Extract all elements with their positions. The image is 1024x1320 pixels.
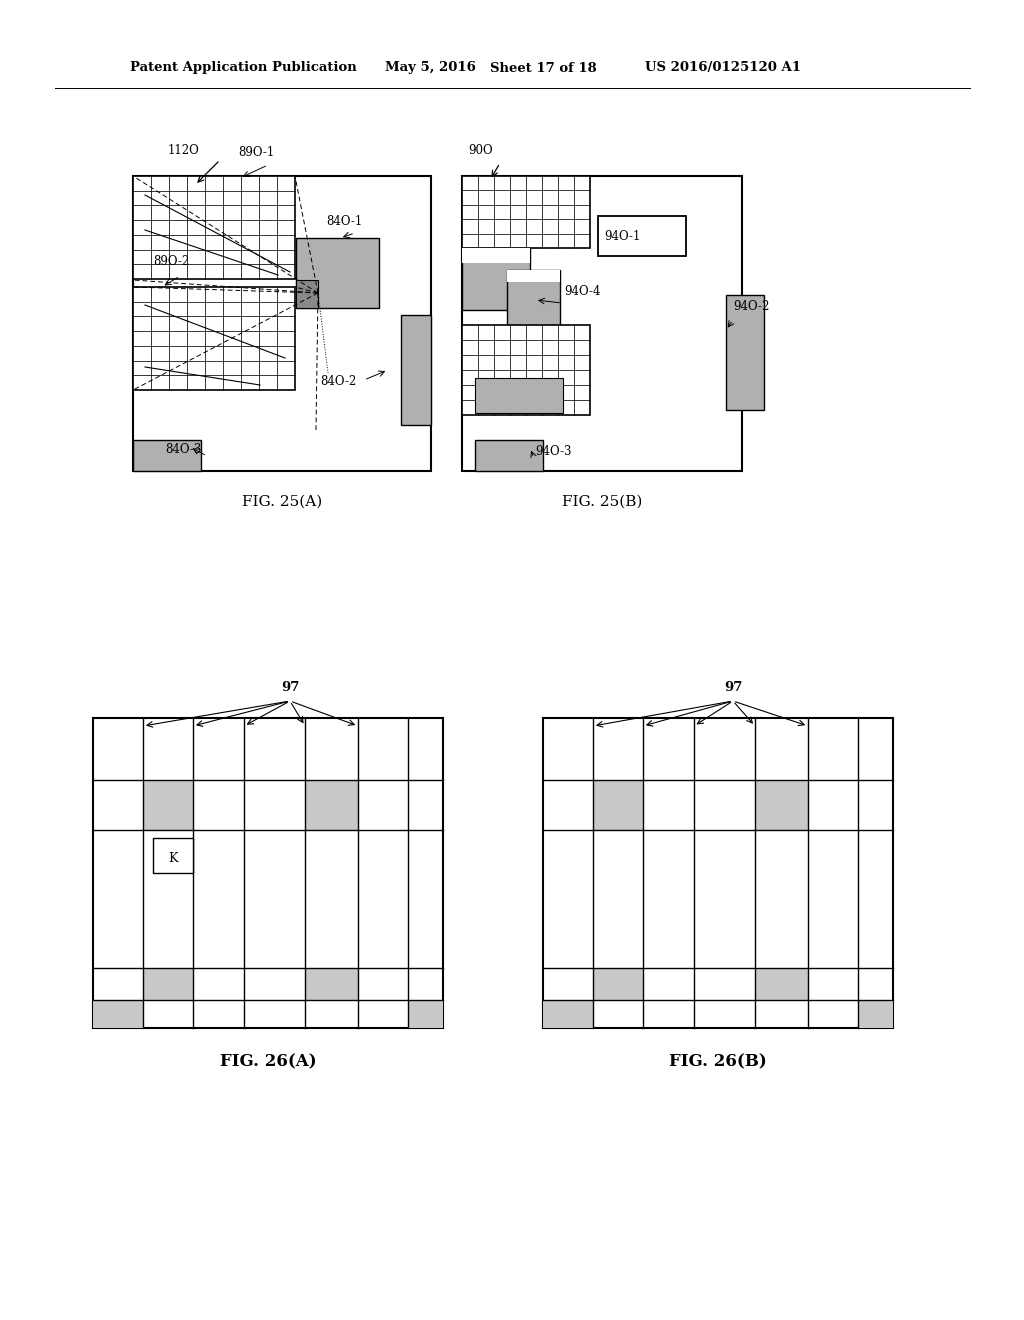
Bar (133, 440, 201, 471)
Bar (755, 968, 808, 1001)
Text: 97: 97 (281, 681, 299, 694)
Bar (475, 378, 563, 413)
Bar (143, 968, 193, 1001)
Bar (305, 968, 358, 1001)
Bar (93, 718, 443, 1028)
Bar (858, 1001, 893, 1028)
Text: 94O-4: 94O-4 (564, 285, 600, 298)
Text: 84O-2: 84O-2 (319, 375, 356, 388)
Text: 112O: 112O (168, 144, 200, 157)
Bar (543, 718, 893, 1028)
Bar (133, 176, 295, 279)
Bar (475, 440, 543, 471)
Text: 89O-2: 89O-2 (153, 255, 189, 268)
Text: May 5, 2016: May 5, 2016 (385, 62, 476, 74)
Bar (408, 1001, 443, 1028)
Bar (462, 176, 590, 248)
Text: 94O-1: 94O-1 (604, 230, 640, 243)
Text: FIG. 25(B): FIG. 25(B) (562, 495, 642, 510)
Text: US 2016/0125120 A1: US 2016/0125120 A1 (645, 62, 801, 74)
Bar (93, 1001, 143, 1028)
Bar (401, 315, 431, 425)
Text: FIG. 26(A): FIG. 26(A) (220, 1053, 316, 1071)
Text: 90O: 90O (468, 144, 493, 157)
Text: 84O-1: 84O-1 (326, 215, 362, 228)
Bar (726, 294, 764, 411)
Bar (507, 271, 560, 282)
Text: FIG. 26(B): FIG. 26(B) (669, 1053, 767, 1071)
Bar (296, 280, 318, 308)
Text: 94O-2: 94O-2 (733, 300, 769, 313)
Bar (462, 248, 530, 263)
Text: 94O-3: 94O-3 (535, 445, 571, 458)
Bar (153, 838, 193, 873)
Bar (755, 780, 808, 830)
Bar (593, 780, 643, 830)
Bar (462, 248, 530, 310)
Text: Patent Application Publication: Patent Application Publication (130, 62, 356, 74)
Bar (305, 780, 358, 830)
Bar (543, 1001, 593, 1028)
Text: K: K (168, 851, 178, 865)
Bar (507, 271, 560, 360)
Bar (133, 286, 295, 389)
Bar (598, 216, 686, 256)
Text: FIG. 25(A): FIG. 25(A) (242, 495, 323, 510)
Text: 97: 97 (724, 681, 742, 694)
Text: Sheet 17 of 18: Sheet 17 of 18 (490, 62, 597, 74)
Bar (143, 780, 193, 830)
Bar (133, 176, 431, 471)
Bar (296, 238, 379, 308)
Bar (462, 176, 742, 471)
Text: 84O-3: 84O-3 (165, 444, 202, 455)
Bar (462, 325, 590, 414)
Bar (593, 968, 643, 1001)
Text: 89O-1: 89O-1 (238, 147, 274, 158)
